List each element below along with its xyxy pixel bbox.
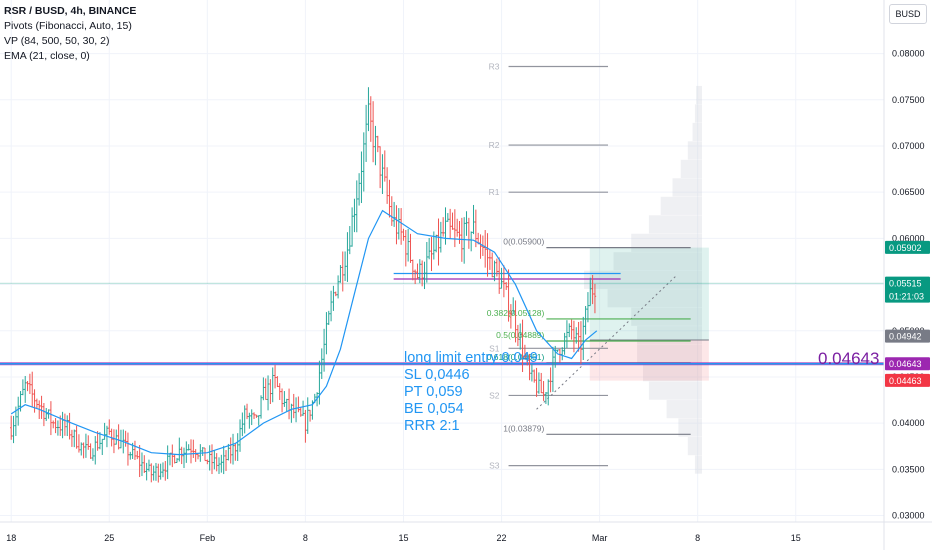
y-tick-label-10: 0.03000: [892, 511, 925, 521]
price-label-2: 0.04942: [889, 332, 922, 342]
note-line-pt: PT 0,059: [404, 384, 463, 400]
x-tick-label-1: 25: [104, 533, 114, 543]
big-price-label: 0.04643: [818, 349, 880, 368]
volume-profile-bar-17: [666, 400, 702, 419]
volume-profile-bar-0: [696, 85, 702, 105]
volume-profile-bar-15: [643, 363, 702, 382]
x-tick-label-0: 18: [6, 533, 16, 543]
note-line-rrr: RRR 2:1: [404, 418, 460, 434]
volume-profile-bar-3: [687, 141, 702, 160]
volume-profile-bar-10: [584, 270, 702, 289]
pivot-label-S3: S3: [489, 461, 500, 471]
pivot-label-S1: S1: [489, 343, 500, 353]
price-label-4: 0.04463: [889, 376, 922, 386]
pivot-label-R1: R1: [489, 187, 500, 197]
price-label-0: 0.05902: [889, 243, 922, 253]
y-tick-label-4: 0.06000: [892, 233, 925, 243]
x-tick-label-3: 8: [303, 533, 308, 543]
volume-profile-bar-20: [694, 455, 702, 474]
chart-legend: RSR / BUSD, 4h, BINANCE Pivots (Fibonacc…: [4, 4, 136, 64]
x-tick-label-7: 8: [695, 533, 700, 543]
legend-indicator-pivots[interactable]: Pivots (Fibonacci, Auto, 15): [4, 20, 132, 32]
fib-label-3: 0.618(0.04651): [487, 352, 545, 362]
price-axis-bg: [884, 0, 932, 550]
legend-title[interactable]: RSR / BUSD, 4h, BINANCE: [4, 5, 137, 17]
y-tick-label-3: 0.06500: [892, 187, 925, 197]
note-line-entry: long limit entry 0,049: [404, 350, 538, 366]
price-label-bg-1: [885, 276, 930, 303]
price-label-bg-4: [885, 373, 930, 387]
y-tick-label-8: 0.04000: [892, 418, 925, 428]
x-tick-label-4: 15: [398, 533, 408, 543]
note-line-sl: SL 0,0446: [404, 367, 470, 383]
y-tick-label-9: 0.03500: [892, 464, 925, 474]
volume-profile-bar-5: [672, 178, 702, 197]
volume-profile-bar-14: [637, 344, 702, 363]
currency-button[interactable]: BUSD: [889, 4, 927, 24]
pivot-label-S2: S2: [489, 390, 500, 400]
x-tick-label-6: Mar: [592, 533, 608, 543]
time-axis-bg: [0, 522, 932, 550]
volume-profile-bar-16: [648, 381, 702, 400]
volume-profile-bar-2: [692, 122, 702, 142]
volume-profile-bar-12: [631, 307, 702, 326]
y-tick-label-2: 0.07000: [892, 141, 925, 151]
price-label-bg-3: [885, 357, 930, 371]
note-line-be: BE 0,054: [404, 401, 464, 417]
volume-profile-bar-19: [687, 437, 702, 456]
price-label-3: 0.04643: [889, 359, 922, 369]
price-label-sub-1: 01:21:03: [889, 292, 924, 302]
volume-profile-bar-11: [607, 289, 702, 308]
volume-profile-bar-6: [660, 196, 702, 215]
position-stop-zone: [589, 339, 709, 381]
fib-label-0: 0(0.05900): [503, 237, 544, 247]
pivot-label-R2: R2: [489, 140, 500, 150]
legend-indicator-vp[interactable]: VP (84, 500, 50, 30, 2): [4, 35, 110, 47]
x-tick-label-8: 15: [791, 533, 801, 543]
x-tick-label-5: 22: [497, 533, 507, 543]
x-tick-label-2: Feb: [200, 533, 216, 543]
pivot-label-R3: R3: [489, 62, 500, 72]
volume-profile-bar-4: [680, 159, 702, 179]
price-label-bg-2: [885, 329, 930, 343]
volume-profile-bar-18: [678, 418, 702, 437]
volume-profile-bar-9: [613, 252, 702, 271]
volume-profile-bar-7: [648, 215, 702, 234]
fib-label-4: 1(0.03879): [503, 423, 544, 433]
y-tick-label-1: 0.07500: [892, 95, 925, 105]
legend-indicator-ema[interactable]: EMA (21, close, 0): [4, 50, 90, 62]
position-trend-line: [536, 274, 678, 410]
trade-note: long limit entry 0,049 SL 0,0446 PT 0,05…: [404, 350, 538, 435]
y-tick-label-0: 0.08000: [892, 49, 925, 59]
volume-profile-bar-1: [694, 104, 702, 123]
candles-group: [10, 87, 597, 483]
position-profit-zone: [589, 247, 709, 340]
ema-line: [10, 209, 598, 456]
price-label-bg-0: [885, 240, 930, 254]
price-label-1: 0.05515: [889, 279, 922, 289]
